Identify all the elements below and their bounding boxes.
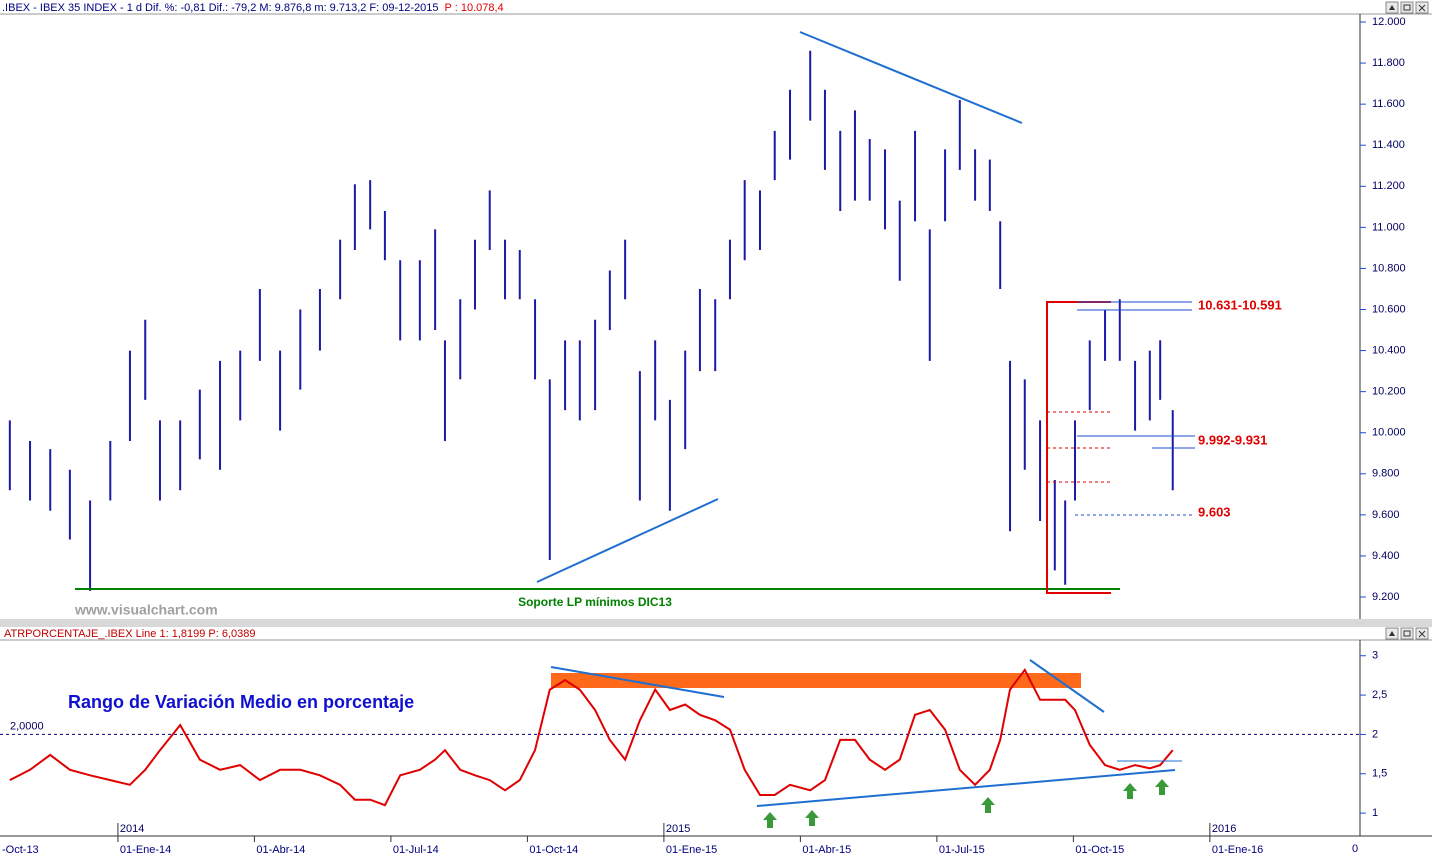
y-tick-label: 11.200 bbox=[1372, 180, 1405, 192]
x-tick-label: 01-Jul-14 bbox=[393, 844, 439, 856]
trend-line bbox=[799, 31, 1023, 124]
icon bbox=[1418, 630, 1426, 638]
panel-separator bbox=[0, 619, 1432, 627]
year-label: 2014 bbox=[120, 823, 144, 835]
icon bbox=[1418, 4, 1426, 12]
icon bbox=[1389, 631, 1395, 636]
button[interactable] bbox=[1400, 627, 1414, 640]
axis-corner: 0 bbox=[1352, 843, 1358, 855]
indicator-line bbox=[9, 668, 1174, 807]
indicator: 2,0000 bbox=[0, 668, 1360, 807]
icon bbox=[1403, 4, 1411, 11]
button[interactable] bbox=[1400, 1, 1414, 14]
icon bbox=[1389, 5, 1395, 10]
annotation: 10.631-10.591 bbox=[1198, 297, 1282, 312]
reference-label: 2,0000 bbox=[10, 720, 44, 732]
x-tick-label: 01-Oct-14 bbox=[529, 844, 578, 856]
year-label: 2016 bbox=[1212, 823, 1236, 835]
y-tick-label: 2,5 bbox=[1372, 689, 1387, 701]
y-tick-label: 12.000 bbox=[1372, 16, 1406, 28]
watermark: www.visualchart.com bbox=[74, 602, 218, 618]
icon bbox=[1403, 630, 1411, 637]
y-tick-label: 9.400 bbox=[1372, 550, 1400, 562]
y-tick-label: 9.600 bbox=[1372, 509, 1400, 521]
y-tick-label: 11.400 bbox=[1372, 139, 1405, 151]
highlight-band bbox=[551, 673, 1081, 688]
y-tick-label: 10.000 bbox=[1372, 427, 1406, 439]
y-tick-label: 10.200 bbox=[1372, 386, 1406, 398]
x-tick-label: 01-Abr-14 bbox=[256, 844, 305, 856]
x-tick-label: 01-Abr-15 bbox=[802, 844, 851, 856]
annotation: 9.992-9.931 bbox=[1198, 432, 1267, 447]
annotation: 9.603 bbox=[1198, 504, 1231, 519]
y-tick-label: 11.600 bbox=[1372, 98, 1405, 110]
arrow bbox=[1155, 779, 1169, 795]
y-tick-label: 3 bbox=[1372, 650, 1378, 662]
x-tick-label: 01-Ene-14 bbox=[120, 844, 171, 856]
y-tick-label: 9.200 bbox=[1372, 591, 1400, 603]
y-tick-label: 10.400 bbox=[1372, 344, 1406, 356]
y-tick-label: 9.800 bbox=[1372, 468, 1400, 480]
drawings bbox=[550, 659, 1182, 828]
x-tick-label: -Oct-13 bbox=[2, 844, 39, 856]
y-tick-label: 11.800 bbox=[1372, 57, 1405, 69]
annotation: Soporte LP mínimos DIC13 bbox=[518, 595, 672, 609]
arrow bbox=[1123, 783, 1137, 799]
y-tick-label: 1,5 bbox=[1372, 768, 1387, 780]
indicator-subtitle: Rango de Variación Medio en porcentaje bbox=[68, 692, 414, 712]
y-tick-label: 10.800 bbox=[1372, 262, 1406, 274]
arrow bbox=[805, 810, 819, 826]
trend-line bbox=[550, 666, 725, 698]
year-label: 2015 bbox=[666, 823, 690, 835]
arrow bbox=[981, 797, 995, 813]
title-extra: P : 10.078,4 bbox=[445, 2, 504, 14]
arrows bbox=[763, 779, 1169, 828]
chart-title: .IBEX - IBEX 35 INDEX - 1 d Dif. %: -0,8… bbox=[2, 2, 504, 14]
trend-line bbox=[1029, 659, 1105, 713]
x-tick-label: 01-Jul-15 bbox=[939, 844, 985, 856]
indicator-title: ATRPORCENTAJE_.IBEX Line 1: 1,8199 P: 6,… bbox=[4, 628, 256, 640]
arrow bbox=[763, 812, 777, 828]
x-tick-label: 01-Ene-16 bbox=[1212, 844, 1263, 856]
y-tick-label: 1 bbox=[1372, 807, 1378, 819]
x-tick-label: 01-Oct-15 bbox=[1075, 844, 1124, 856]
window-buttons[interactable] bbox=[1385, 1, 1429, 640]
y-tick-label: 2 bbox=[1372, 728, 1378, 740]
trend-line bbox=[756, 769, 1176, 807]
price-bars bbox=[8, 50, 1174, 591]
title-text: .IBEX - IBEX 35 INDEX - 1 d Dif. %: -0,8… bbox=[2, 2, 439, 14]
x-tick-label: 01-Ene-15 bbox=[666, 844, 717, 856]
trend-line bbox=[536, 498, 719, 583]
y-tick-label: 10.600 bbox=[1372, 303, 1406, 315]
drawings: 10.631-10.591 9.992-9.931 9.603 Soporte … bbox=[75, 31, 1282, 609]
y-tick-label: 11.000 bbox=[1372, 221, 1405, 233]
